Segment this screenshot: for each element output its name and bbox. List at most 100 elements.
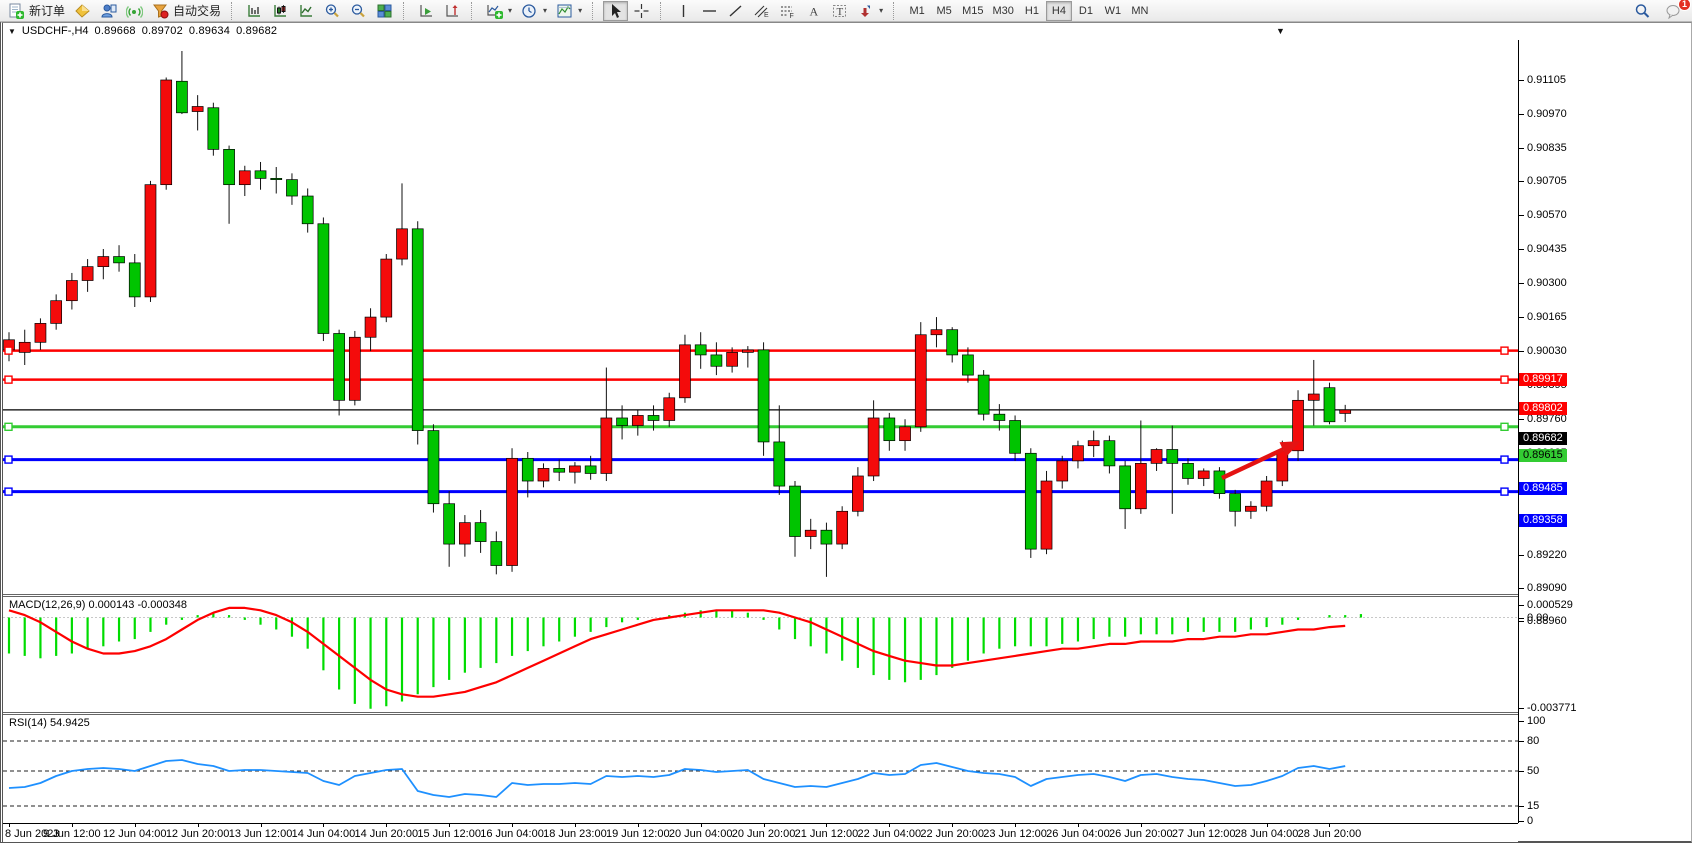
macd-label: MACD(12,26,9) 0.000143 -0.000348: [9, 599, 187, 611]
svg-text:F: F: [790, 13, 794, 19]
text-button[interactable]: A: [801, 1, 826, 21]
time-tick-label: 13 Jun 12:00: [228, 828, 293, 840]
vertical-line-button[interactable]: [671, 1, 696, 21]
ohlc-close: 0.89682: [236, 25, 278, 37]
indicators-button[interactable]: ▾: [482, 1, 516, 21]
line-chart-button[interactable]: [294, 1, 319, 21]
price-tick: 0.90030: [1519, 345, 1567, 358]
notifications-button[interactable]: 1: [1661, 0, 1691, 21]
rsi-tick: 0: [1518, 815, 1534, 827]
timeframe-m30-button[interactable]: M30: [989, 1, 1018, 21]
new-order-button[interactable]: 新订单: [4, 1, 69, 21]
market-watch-button[interactable]: [96, 1, 121, 21]
time-tick-mark: [1015, 824, 1017, 827]
cursor-button[interactable]: [603, 0, 629, 21]
pane-splitter[interactable]: [3, 594, 1518, 597]
zoom-out-button[interactable]: [346, 1, 371, 21]
price-tick: 0.89760: [1519, 413, 1567, 426]
line-chart-icon: [298, 3, 315, 19]
macd-pane-canvas[interactable]: [3, 597, 1518, 712]
horizontal-line-button[interactable]: [697, 1, 722, 21]
time-tick-label: 14 Jun 04:00: [291, 828, 356, 840]
templates-button[interactable]: ▾: [552, 1, 586, 21]
time-tick-mark: [1203, 824, 1205, 827]
price-pane-canvas[interactable]: [3, 40, 1518, 594]
text-label-button[interactable]: T: [827, 1, 852, 21]
bar-chart-button[interactable]: [242, 1, 267, 21]
rsi-label: RSI(14) 54.9425: [9, 717, 90, 729]
time-tick-label: 20 Jun 20:00: [731, 828, 796, 840]
main-toolbar: 新订单 自动交易: [0, 0, 1692, 22]
price-tick: 0.89090: [1519, 582, 1567, 595]
equidistant-channel-button[interactable]: E: [749, 1, 774, 21]
periods-button[interactable]: ▾: [517, 1, 551, 21]
time-tick-mark: [1266, 824, 1268, 827]
time-tick-mark: [1077, 824, 1079, 827]
timeframe-w1-button[interactable]: W1: [1100, 1, 1126, 21]
toolbar-separator: [660, 1, 667, 20]
svg-text:A: A: [810, 4, 819, 18]
chart-shift-icon: [444, 3, 461, 19]
time-tick-label: 18 Jun 23:00: [543, 828, 607, 840]
time-tick-label: 23 Jun 12:00: [983, 828, 1047, 840]
time-axis[interactable]: 8 Jun 2023 9 Jun 12:00 12 Jun 04:00 12 Jun …: [3, 823, 1518, 842]
price-axis[interactable]: 0.91105 0.90970 0.90835 0.90705 0.90570 0.904…: [1518, 40, 1691, 827]
metaeditor-button[interactable]: [70, 1, 95, 21]
time-tick-mark: [197, 824, 199, 827]
time-tick-mark: [71, 824, 73, 827]
ohlc-open: 0.89668: [94, 25, 136, 37]
time-tick-mark: [134, 824, 136, 827]
timeframe-d1-button[interactable]: D1: [1073, 1, 1099, 21]
time-tick-label: 26 Jun 04:00: [1046, 828, 1110, 840]
timeframe-m5-button[interactable]: M5: [931, 1, 957, 21]
arrows-tool-icon: [857, 3, 874, 19]
tile-windows-button[interactable]: [372, 1, 397, 21]
timeframe-h1-button[interactable]: H1: [1019, 1, 1045, 21]
fibonacci-button[interactable]: F: [775, 1, 800, 21]
time-tick-label: 20 Jun 04:00: [668, 828, 733, 840]
pane-splitter[interactable]: [3, 712, 1518, 715]
rsi-pane-canvas[interactable]: [3, 715, 1518, 823]
signals-button[interactable]: [122, 1, 147, 21]
trendline-button[interactable]: [723, 1, 748, 21]
chart-menu-arrow-icon[interactable]: ▼: [1276, 26, 1285, 36]
timeframe-m1-button[interactable]: M1: [904, 1, 930, 21]
toolbar-separator: [471, 1, 478, 20]
timeframe-mn-button[interactable]: MN: [1127, 1, 1153, 21]
autotrading-label: 自动交易: [173, 4, 222, 18]
timeframe-m15-button[interactable]: M15: [958, 1, 987, 21]
candlestick-chart-button[interactable]: [268, 1, 293, 21]
equidistant-channel-icon: E: [753, 3, 770, 19]
bar-chart-icon: [246, 3, 263, 19]
auto-scroll-button[interactable]: [414, 1, 439, 21]
macd-tick: -0.003771: [1519, 702, 1577, 714]
search-button[interactable]: [1630, 1, 1655, 21]
chevron-down-icon: ▾: [578, 6, 583, 15]
collapse-arrow-icon[interactable]: ▼: [8, 26, 16, 36]
time-tick-mark: [574, 824, 576, 827]
price-tick: 0.89220: [1519, 549, 1567, 562]
search-icon: [1634, 3, 1651, 19]
toolbar-separator: [403, 1, 410, 20]
price-tick: 0.90705: [1519, 174, 1567, 187]
price-line-box: 0.89358: [1519, 513, 1567, 527]
time-tick-mark: [260, 824, 262, 827]
indicators-icon: [486, 3, 504, 19]
autotrading-button[interactable]: 自动交易: [148, 1, 225, 21]
chevron-down-icon: ▾: [543, 6, 548, 15]
toolbar-separator: [893, 1, 900, 20]
time-tick-mark: [449, 824, 451, 827]
price-tick: 0.90165: [1519, 311, 1567, 324]
price-line-box: 0.89485: [1519, 481, 1567, 495]
time-tick-label: 9 Jun 12:00: [43, 828, 101, 840]
rsi-tick: 100: [1518, 715, 1546, 727]
chart-shift-button[interactable]: [440, 1, 465, 21]
timeframe-h4-button[interactable]: H4: [1045, 0, 1072, 21]
symbol-title: USDCHF-,H4: [21, 25, 89, 37]
crosshair-button[interactable]: [629, 1, 654, 21]
arrows-tool-button[interactable]: ▾: [853, 1, 887, 21]
macd-tick: 0.00: [1518, 611, 1549, 624]
template-icon: [556, 3, 573, 19]
zoom-in-button[interactable]: [320, 1, 345, 21]
